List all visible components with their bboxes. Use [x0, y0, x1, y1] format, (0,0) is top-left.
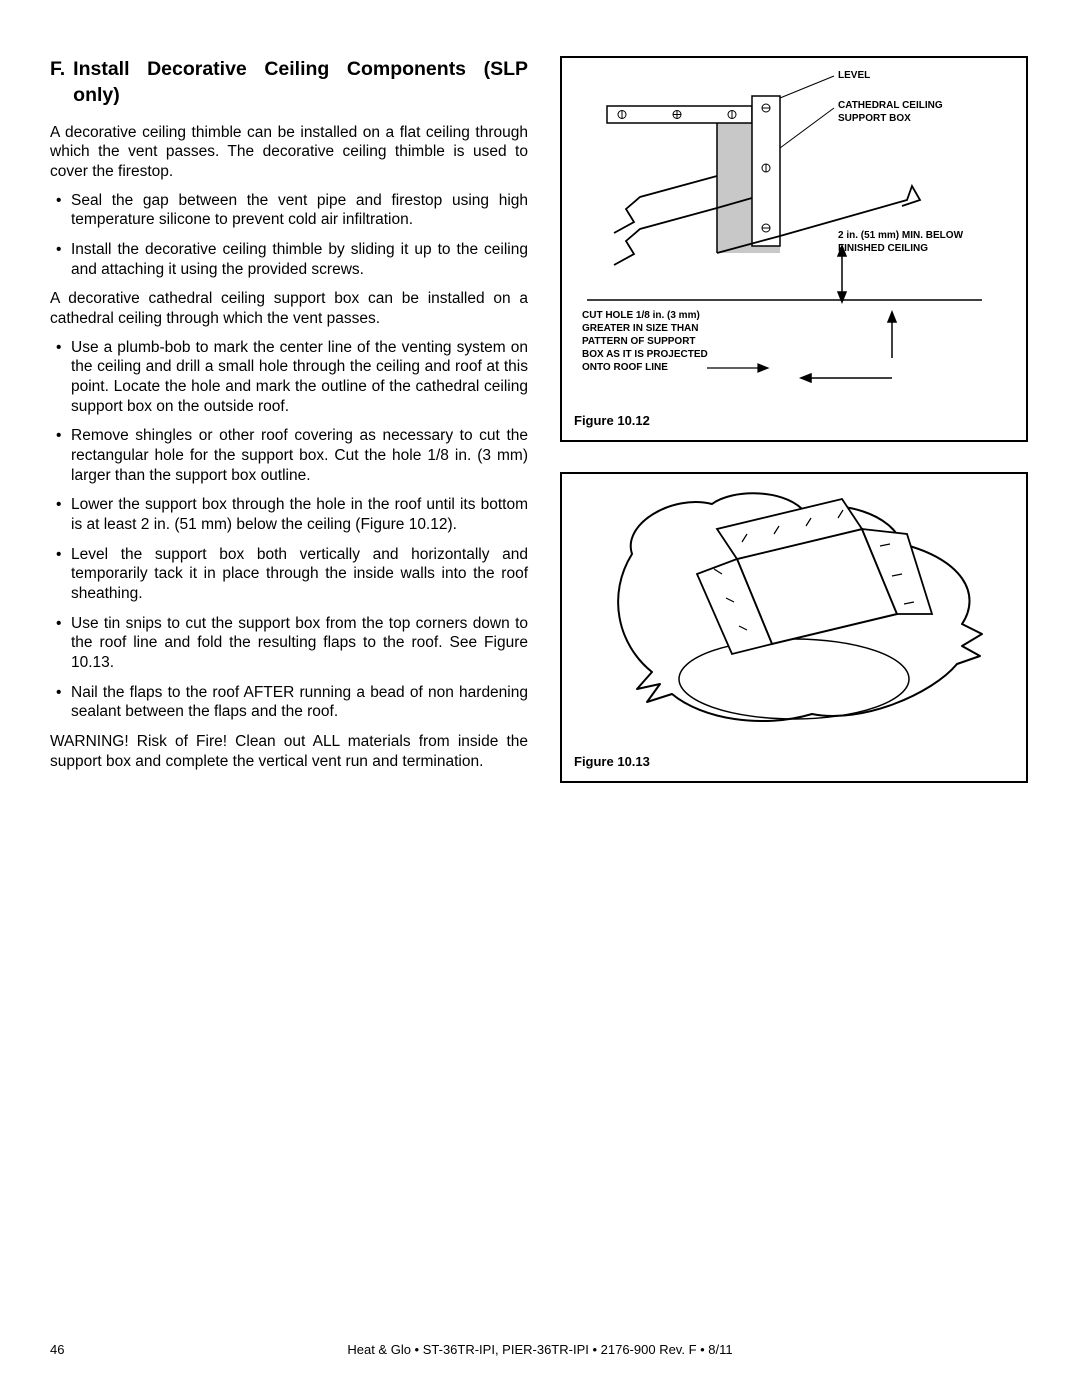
bullet-list-2: Use a plumb-bob to mark the center line …	[50, 338, 528, 722]
figure-10-12-caption: Figure 10.12	[562, 403, 1026, 440]
label-cut-3: PATTERN OF SUPPORT	[582, 336, 696, 347]
list-item: Remove shingles or other roof covering a…	[50, 426, 528, 485]
list-item: Seal the gap between the vent pipe and f…	[50, 191, 528, 230]
intro-paragraph-1: A decorative ceiling thimble can be inst…	[50, 123, 528, 182]
label-level: LEVEL	[838, 70, 870, 81]
list-item: Lower the support box through the hole i…	[50, 495, 528, 534]
figure-10-13: Figure 10.13	[560, 472, 1028, 783]
figure-10-12-svg: LEVEL CATHEDRAL CEILING SUPPORT BOX 2 in…	[562, 58, 1026, 403]
right-column: LEVEL CATHEDRAL CEILING SUPPORT BOX 2 in…	[560, 56, 1028, 813]
label-cut-5: ONTO ROOF LINE	[582, 362, 668, 373]
bullet-list-1: Seal the gap between the vent pipe and f…	[50, 191, 528, 280]
intro-paragraph-2: A decorative cathedral ceiling support b…	[50, 289, 528, 328]
section-heading: F. Install Decorative Ceiling Components…	[50, 56, 528, 109]
footer-text: Heat & Glo • ST-36TR-IPI, PIER-36TR-IPI …	[0, 1342, 1080, 1357]
list-item: Install the decorative ceiling thimble b…	[50, 240, 528, 279]
label-cut-1: CUT HOLE 1/8 in. (3 mm)	[582, 310, 700, 321]
label-cut-2: GREATER IN SIZE THAN	[582, 323, 698, 334]
heading-title: Install Decorative Ceiling Components (S…	[73, 56, 528, 109]
label-cut-4: BOX AS IT IS PROJECTED	[582, 349, 708, 360]
list-item: Use a plumb-bob to mark the center line …	[50, 338, 528, 417]
figure-10-13-caption: Figure 10.13	[562, 744, 1026, 781]
label-minbelow-1: 2 in. (51 mm) MIN. BELOW	[838, 230, 964, 241]
figure-10-12: LEVEL CATHEDRAL CEILING SUPPORT BOX 2 in…	[560, 56, 1028, 442]
label-cathedral-2: SUPPORT BOX	[838, 113, 911, 124]
figure-10-13-svg	[562, 474, 1026, 744]
left-column: F. Install Decorative Ceiling Components…	[50, 56, 528, 813]
list-item: Use tin snips to cut the support box fro…	[50, 614, 528, 673]
label-minbelow-2: FINISHED CEILING	[838, 243, 928, 254]
heading-letter: F.	[50, 56, 73, 109]
warning-paragraph: WARNING! Risk of Fire! Clean out ALL mat…	[50, 732, 528, 771]
list-item: Level the support box both vertically an…	[50, 545, 528, 604]
label-cathedral-1: CATHEDRAL CEILING	[838, 100, 943, 111]
list-item: Nail the flaps to the roof AFTER running…	[50, 683, 528, 722]
